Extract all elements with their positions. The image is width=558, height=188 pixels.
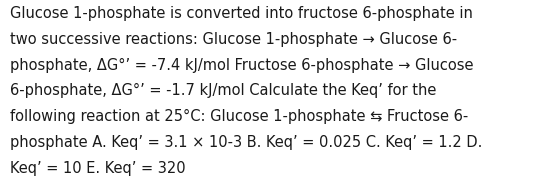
- Text: Keq’ = 10 E. Keq’ = 320: Keq’ = 10 E. Keq’ = 320: [10, 161, 186, 176]
- Text: Glucose 1-phosphate is converted into fructose 6-phosphate in: Glucose 1-phosphate is converted into fr…: [10, 6, 473, 21]
- Text: following reaction at 25°C: Glucose 1-phosphate ⇆ Fructose 6-: following reaction at 25°C: Glucose 1-ph…: [10, 109, 468, 124]
- Text: 6-phosphate, ΔG°’ = -1.7 kJ/mol Calculate the Keq’ for the: 6-phosphate, ΔG°’ = -1.7 kJ/mol Calculat…: [10, 83, 436, 99]
- Text: two successive reactions: Glucose 1-phosphate → Glucose 6-: two successive reactions: Glucose 1-phos…: [10, 32, 457, 47]
- Text: phosphate A. Keq’ = 3.1 × 10-3 B. Keq’ = 0.025 C. Keq’ = 1.2 D.: phosphate A. Keq’ = 3.1 × 10-3 B. Keq’ =…: [10, 135, 483, 150]
- Text: phosphate, ΔG°’ = -7.4 kJ/mol Fructose 6-phosphate → Glucose: phosphate, ΔG°’ = -7.4 kJ/mol Fructose 6…: [10, 58, 474, 73]
